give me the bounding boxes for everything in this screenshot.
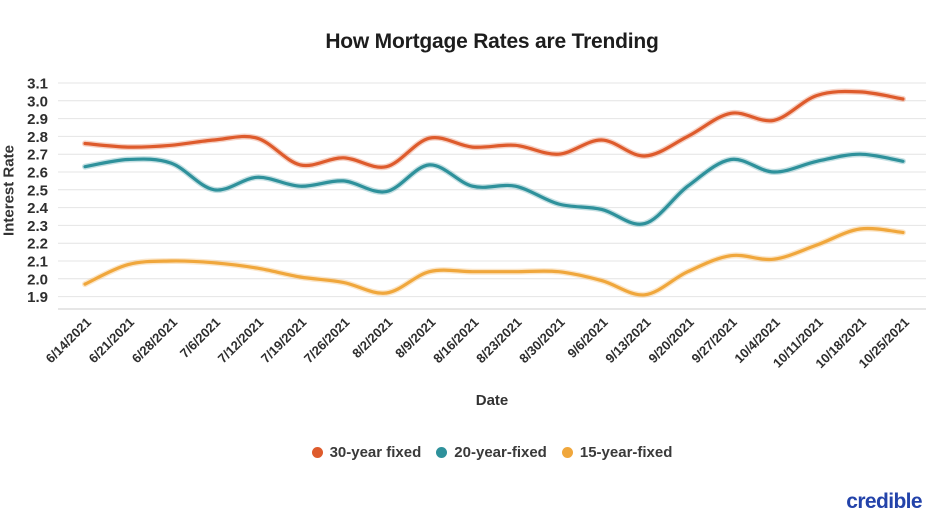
x-tick-label: 8/30/2021 (516, 315, 568, 367)
x-axis-title: Date (475, 392, 509, 409)
series-line-20-year-fixed (82, 151, 906, 228)
x-tick-label: 9/13/2021 (602, 315, 654, 367)
legend-dot-icon (436, 446, 448, 458)
legend-dot-icon (561, 446, 573, 458)
series-halo (82, 88, 906, 171)
y-tick-label: 2.9 (27, 111, 48, 128)
legend-item-30-year-fixed[interactable]: 30-year fixed (311, 443, 422, 461)
series-path (83, 89, 905, 169)
credible-logo: credible (846, 490, 922, 513)
y-tick-label: 2.5 (27, 182, 48, 199)
y-tick-label: 2.4 (27, 200, 49, 217)
plot-area: 3.13.02.92.82.72.62.52.42.32.22.12.01.9 6… (27, 76, 926, 372)
x-tick-label: 7/12/2021 (215, 315, 267, 367)
y-tick-label: 2.6 (27, 165, 48, 182)
legend-label: 20-year-fixed (454, 443, 547, 461)
legend-label: 30-year fixed (329, 443, 422, 461)
y-axis-tick-labels: 3.13.02.92.82.72.62.52.42.32.22.12.01.9 (27, 76, 49, 307)
series-path (83, 152, 905, 226)
gridlines (58, 82, 926, 310)
y-tick-label: 2.0 (27, 271, 48, 288)
series-line-30-year-fixed (82, 88, 906, 171)
series-line-15-year-fixed (82, 225, 906, 298)
series-path (83, 226, 905, 297)
x-tick-label: 7/19/2021 (258, 315, 310, 367)
legend-item-15-year-fixed[interactable]: 15-year-fixed (561, 443, 673, 461)
x-tick-label: 6/21/2021 (86, 315, 138, 367)
legend-label: 15-year-fixed (579, 443, 673, 461)
y-tick-label: 3.1 (27, 76, 48, 93)
y-tick-label: 3.0 (27, 93, 48, 110)
chart-title: How Mortgage Rates are Trending (325, 30, 659, 53)
y-tick-label: 2.8 (27, 129, 48, 146)
x-axis-tick-labels: 6/14/20216/21/20216/28/20217/6/20217/12/… (43, 315, 913, 372)
x-tick-label: 8/16/2021 (430, 315, 482, 367)
y-tick-label: 1.9 (27, 289, 48, 306)
chart-legend: 30-year fixed 20-year-fixed 15-year-fixed (58, 440, 926, 464)
y-tick-label: 2.2 (27, 236, 48, 253)
x-tick-label: 7/26/2021 (301, 315, 353, 367)
y-tick-label: 2.1 (27, 254, 48, 271)
x-tick-label: 6/28/2021 (129, 315, 181, 367)
y-tick-label: 2.7 (27, 147, 48, 164)
x-tick-label: 8/23/2021 (473, 315, 525, 367)
x-tick-label: 8/2/2021 (349, 315, 395, 361)
x-tick-label: 9/20/2021 (645, 315, 697, 367)
x-tick-label: 9/27/2021 (688, 315, 740, 367)
y-tick-label: 2.3 (27, 218, 48, 235)
legend-item-20-year-fixed[interactable]: 20-year-fixed (436, 444, 547, 461)
x-tick-label: 6/14/2021 (43, 315, 95, 367)
legend-dot-icon (311, 446, 323, 458)
